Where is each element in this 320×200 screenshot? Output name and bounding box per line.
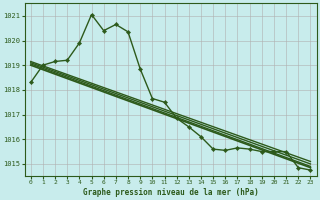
X-axis label: Graphe pression niveau de la mer (hPa): Graphe pression niveau de la mer (hPa) [83,188,259,197]
